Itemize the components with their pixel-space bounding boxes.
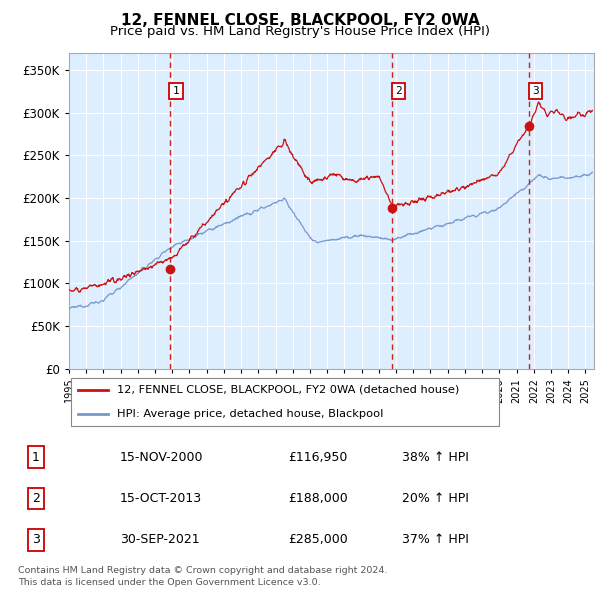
Text: HPI: Average price, detached house, Blackpool: HPI: Average price, detached house, Blac… — [116, 409, 383, 419]
Text: 38% ↑ HPI: 38% ↑ HPI — [402, 451, 469, 464]
Text: 2: 2 — [32, 492, 40, 505]
Text: 1: 1 — [32, 451, 40, 464]
Text: Contains HM Land Registry data © Crown copyright and database right 2024.
This d: Contains HM Land Registry data © Crown c… — [18, 566, 388, 587]
Text: 2: 2 — [395, 86, 402, 96]
Text: Price paid vs. HM Land Registry's House Price Index (HPI): Price paid vs. HM Land Registry's House … — [110, 25, 490, 38]
Text: £285,000: £285,000 — [288, 533, 348, 546]
Text: 3: 3 — [32, 533, 40, 546]
Text: 37% ↑ HPI: 37% ↑ HPI — [402, 533, 469, 546]
Text: 12, FENNEL CLOSE, BLACKPOOL, FY2 0WA: 12, FENNEL CLOSE, BLACKPOOL, FY2 0WA — [121, 13, 479, 28]
Text: £116,950: £116,950 — [288, 451, 347, 464]
Text: 30-SEP-2021: 30-SEP-2021 — [120, 533, 200, 546]
FancyBboxPatch shape — [71, 378, 499, 425]
Text: 1: 1 — [173, 86, 179, 96]
Text: 20% ↑ HPI: 20% ↑ HPI — [402, 492, 469, 505]
Text: 15-NOV-2000: 15-NOV-2000 — [120, 451, 203, 464]
Text: 12, FENNEL CLOSE, BLACKPOOL, FY2 0WA (detached house): 12, FENNEL CLOSE, BLACKPOOL, FY2 0WA (de… — [116, 385, 459, 395]
Text: 15-OCT-2013: 15-OCT-2013 — [120, 492, 202, 505]
Text: 3: 3 — [532, 86, 539, 96]
Text: £188,000: £188,000 — [288, 492, 348, 505]
